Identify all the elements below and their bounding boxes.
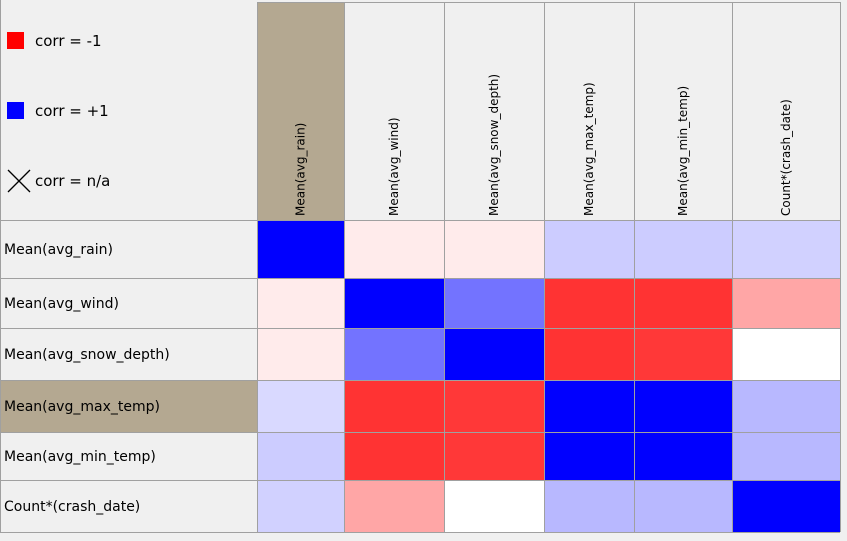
cell-mean-avg-wind-x-mean-avg-max-temp[interactable] [544,278,634,328]
row-header-mean-avg-wind[interactable]: Mean(avg_wind) [4,296,119,312]
legend-swatch-pos [7,102,24,119]
cell-mean-avg-snow-depth-x-mean-avg-max-temp[interactable] [544,328,634,380]
cell-mean-avg-rain-x-mean-avg-wind[interactable] [344,220,444,278]
cell-mean-avg-min-temp-x-mean-avg-min-temp[interactable] [634,432,732,480]
cell-mean-avg-max-temp-x-mean-avg-max-temp[interactable] [544,380,634,432]
cell-mean-avg-min-temp-x-mean-avg-rain[interactable] [257,432,344,480]
cell-mean-avg-max-temp-x-mean-avg-rain[interactable] [257,380,344,432]
cell-mean-avg-wind-x-mean-avg-snow-depth[interactable] [444,278,544,328]
column-header-count-crash-date[interactable]: Count*(crash_date) [779,99,793,216]
cell-mean-avg-snow-depth-x-mean-avg-rain[interactable] [257,328,344,380]
cell-mean-avg-rain-x-mean-avg-min-temp[interactable] [634,220,732,278]
column-headers: Mean(avg_rain) Mean(avg_wind) Mean(avg_sno… [257,2,840,220]
row-header-count-crash-date[interactable]: Count*(crash_date) [4,499,140,515]
row-header-bg-count-crash-date[interactable] [0,480,257,532]
cell-mean-avg-min-temp-x-mean-avg-wind[interactable] [344,432,444,480]
column-header-mean-avg-snow-depth[interactable]: Mean(avg_snow_depth) [487,74,501,216]
cell-mean-avg-wind-x-count-crash-date[interactable] [732,278,840,328]
column-header-bg-mean-avg-rain[interactable] [257,2,344,220]
row-header-bg-mean-avg-rain[interactable] [0,220,257,278]
cell-mean-avg-rain-x-mean-avg-rain[interactable] [257,220,344,278]
cell-mean-avg-snow-depth-x-mean-avg-snow-depth[interactable] [444,328,544,380]
row-header-bg-mean-avg-snow-depth[interactable] [0,328,257,380]
row-header-mean-avg-rain[interactable]: Mean(avg_rain) [4,242,113,258]
cell-mean-avg-snow-depth-x-mean-avg-wind[interactable] [344,328,444,380]
legend-label-pos: corr = +1 [35,102,109,120]
cell-mean-avg-max-temp-x-mean-avg-min-temp[interactable] [634,380,732,432]
cell-count-crash-date-x-mean-avg-max-temp[interactable] [544,480,634,532]
cell-mean-avg-wind-x-mean-avg-min-temp[interactable] [634,278,732,328]
cell-mean-avg-snow-depth-x-mean-avg-min-temp[interactable] [634,328,732,380]
cell-mean-avg-min-temp-x-mean-avg-snow-depth[interactable] [444,432,544,480]
cell-count-crash-date-x-mean-avg-rain[interactable] [257,480,344,532]
row-header-mean-avg-snow-depth[interactable]: Mean(avg_snow_depth) [4,347,170,363]
row-header-mean-avg-max-temp[interactable]: Mean(avg_max_temp) [4,399,160,415]
cell-count-crash-date-x-mean-avg-wind[interactable] [344,480,444,532]
row-header-bg-mean-avg-wind[interactable] [0,278,257,328]
column-header-bg-mean-avg-snow-depth[interactable] [444,2,544,220]
cell-mean-avg-rain-x-mean-avg-snow-depth[interactable] [444,220,544,278]
column-header-bg-count-crash-date[interactable] [732,2,840,220]
column-header-mean-avg-rain[interactable]: Mean(avg_rain) [294,123,308,216]
cell-mean-avg-rain-x-mean-avg-max-temp[interactable] [544,220,634,278]
column-header-bg-mean-avg-max-temp[interactable] [544,2,634,220]
cell-mean-avg-snow-depth-x-count-crash-date[interactable] [732,328,840,380]
heatmap-cells [257,220,840,532]
column-header-mean-avg-wind[interactable]: Mean(avg_wind) [387,117,401,216]
cell-mean-avg-wind-x-mean-avg-rain[interactable] [257,278,344,328]
row-header-bg-mean-avg-min-temp[interactable] [0,432,257,480]
legend: corr = -1 corr = +1 corr = n/a [7,32,110,193]
cross-icon [7,169,31,193]
cell-mean-avg-rain-x-count-crash-date[interactable] [732,220,840,278]
row-header-bg-mean-avg-max-temp[interactable] [0,380,257,432]
legend-label-neg: corr = -1 [35,32,102,50]
cell-count-crash-date-x-mean-avg-min-temp[interactable] [634,480,732,532]
column-header-mean-avg-min-temp[interactable]: Mean(avg_min_temp) [676,86,690,216]
gridlines [0,0,841,533]
column-header-mean-avg-max-temp[interactable]: Mean(avg_max_temp) [582,82,596,216]
cell-mean-avg-max-temp-x-count-crash-date[interactable] [732,380,840,432]
cell-mean-avg-min-temp-x-mean-avg-max-temp[interactable] [544,432,634,480]
cell-count-crash-date-x-count-crash-date[interactable] [732,480,840,532]
legend-label-na: corr = n/a [35,172,110,190]
row-headers: Mean(avg_rain) Mean(avg_wind) Mean(avg_sno… [0,220,257,532]
cell-count-crash-date-x-mean-avg-snow-depth[interactable] [444,480,544,532]
cell-mean-avg-max-temp-x-mean-avg-snow-depth[interactable] [444,380,544,432]
column-header-bg-mean-avg-wind[interactable] [344,2,444,220]
row-header-mean-avg-min-temp[interactable]: Mean(avg_min_temp) [4,449,156,465]
cell-mean-avg-wind-x-mean-avg-wind[interactable] [344,278,444,328]
legend-swatch-neg [7,32,24,49]
cell-mean-avg-max-temp-x-mean-avg-wind[interactable] [344,380,444,432]
column-header-bg-mean-avg-min-temp[interactable] [634,2,732,220]
cell-mean-avg-min-temp-x-count-crash-date[interactable] [732,432,840,480]
